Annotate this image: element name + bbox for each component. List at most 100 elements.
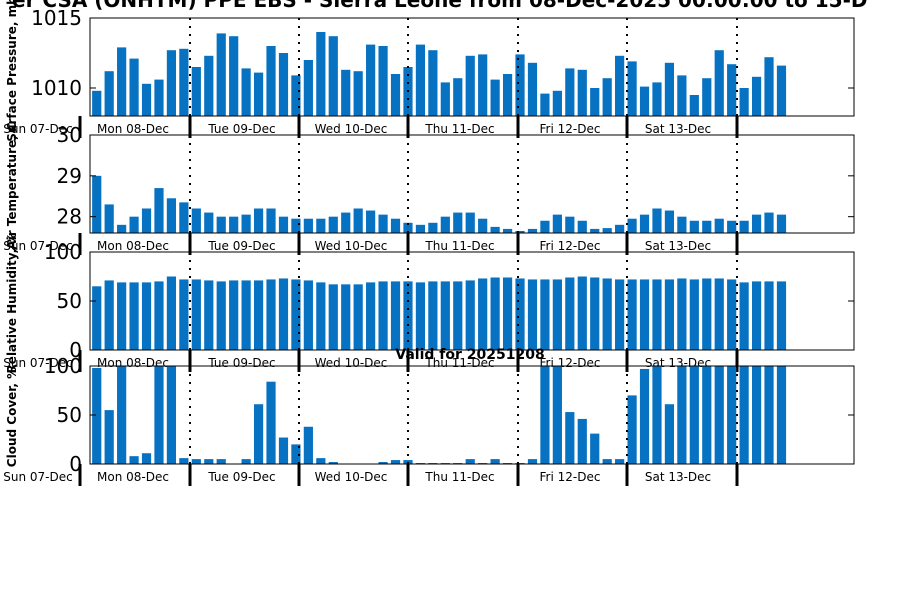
bar <box>92 175 102 233</box>
x-tick-label: Fri 12-Dec <box>540 122 601 136</box>
y-tick-label: 1010 <box>31 76 82 100</box>
bar <box>366 282 376 350</box>
x-tick-label: Fri 12-Dec <box>540 239 601 253</box>
bar <box>92 286 102 350</box>
bar <box>577 220 587 233</box>
bar <box>639 368 650 464</box>
bar <box>204 212 214 233</box>
bar <box>104 204 114 233</box>
bar <box>527 279 538 350</box>
bar <box>241 214 251 233</box>
bar <box>278 437 289 464</box>
bar <box>316 282 326 350</box>
bar <box>751 214 762 233</box>
bar <box>552 366 562 464</box>
bar <box>565 216 575 233</box>
bar <box>92 90 102 116</box>
bar <box>751 366 762 464</box>
bar <box>540 220 550 233</box>
bar <box>527 459 538 464</box>
bar <box>602 278 612 350</box>
bar <box>428 281 438 350</box>
bar <box>652 82 662 116</box>
bar <box>739 220 749 233</box>
bar <box>627 61 637 116</box>
y-tick-label: 100 <box>44 240 82 264</box>
bar <box>764 366 774 464</box>
bar <box>129 216 139 233</box>
bar <box>316 458 326 464</box>
bar <box>266 381 276 464</box>
bar <box>291 444 301 464</box>
bar <box>689 279 699 350</box>
x-tick-label: Thu 11-Dec <box>424 470 494 484</box>
bar <box>702 366 712 464</box>
bar <box>253 72 264 116</box>
bar <box>141 282 152 350</box>
x-tick-label: Sat 13-Dec <box>645 239 711 253</box>
bar <box>403 222 413 233</box>
bar <box>179 279 189 350</box>
bar <box>241 459 251 464</box>
bar <box>141 208 152 233</box>
bar <box>341 212 351 233</box>
bar <box>739 282 749 350</box>
bar <box>565 68 575 116</box>
bar <box>515 230 525 233</box>
bar <box>727 366 737 464</box>
bar <box>751 281 762 350</box>
bar <box>366 210 376 233</box>
bar <box>652 366 662 464</box>
chart-title: er CSA (ONHTM) PPE EBS - Sierra Leone fr… <box>12 0 868 12</box>
bar <box>428 50 438 117</box>
bar <box>415 224 426 233</box>
bar <box>154 188 164 233</box>
bar <box>328 36 338 117</box>
bar <box>478 278 488 350</box>
bar <box>677 366 687 464</box>
bar <box>689 366 699 464</box>
bar <box>478 54 488 116</box>
bar <box>664 62 675 116</box>
bar <box>303 280 313 350</box>
bar <box>727 220 737 233</box>
x-tick-label: Sun 07-Dec <box>3 122 72 136</box>
bar <box>739 366 749 464</box>
bar <box>751 76 762 116</box>
bar <box>465 55 475 116</box>
x-tick-label: Tue 09-Dec <box>207 239 275 253</box>
bar <box>204 280 214 350</box>
bar <box>166 366 177 464</box>
axes-frame <box>89 134 855 234</box>
bar <box>141 453 152 464</box>
bar <box>191 208 201 233</box>
bar <box>714 218 724 233</box>
bar <box>639 86 650 116</box>
bar <box>776 65 787 116</box>
bar <box>465 280 475 350</box>
bar <box>341 284 351 350</box>
bar <box>278 53 289 116</box>
x-tick-label: Sat 13-Dec <box>645 122 711 136</box>
bar <box>179 48 189 116</box>
bar <box>540 279 550 350</box>
bar <box>502 277 513 350</box>
panel-title: Valid for 20251208 <box>395 347 544 363</box>
bar <box>179 202 189 233</box>
bar <box>577 418 587 464</box>
bar <box>154 366 164 464</box>
bar <box>615 279 625 350</box>
bar <box>366 44 376 116</box>
bar <box>764 212 774 233</box>
bar <box>316 218 326 233</box>
bar <box>478 218 488 233</box>
bar <box>378 281 388 350</box>
x-tick-label: Wed 10-Dec <box>315 356 388 370</box>
bar <box>552 214 562 233</box>
bar <box>490 226 500 233</box>
bar <box>615 459 625 464</box>
bar <box>191 67 201 116</box>
x-tick-label: Thu 11-Dec <box>424 239 494 253</box>
